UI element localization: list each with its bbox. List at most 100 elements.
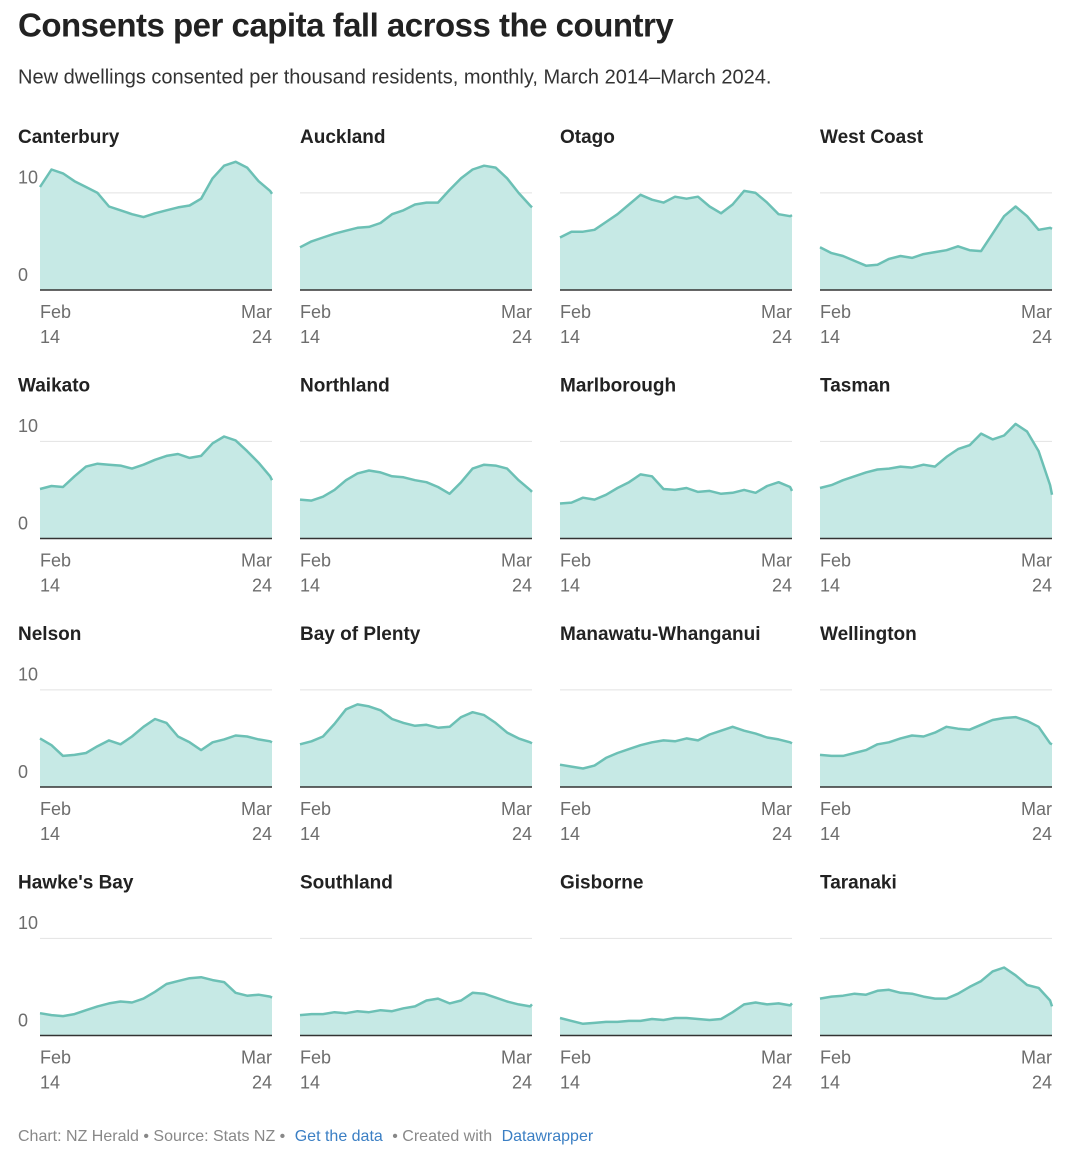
tick-line: Feb [40,799,71,819]
line [299,703,533,746]
x-tick-label: Feb 14 [40,550,71,595]
tick-line: 14 [560,824,580,844]
x-tick-label: Feb 14 [300,1047,331,1092]
tick-line: Feb [820,799,851,819]
area [40,719,272,787]
tick-line: 24 [252,327,272,347]
footer-link[interactable]: Datawrapper [502,1128,594,1145]
tick-line: Feb [300,302,331,322]
x-tick-label: Mar 24 [241,799,272,844]
footer-link[interactable]: Get the data [295,1128,383,1145]
x-tick-label: Mar 24 [501,1047,532,1092]
tick-line: Mar [241,799,272,819]
x-tick-label: Feb 14 [820,302,851,347]
x-tick-label: Feb 14 [40,1047,71,1092]
x-tick-label: Feb 14 [820,1047,851,1092]
panel-title: Tasman [820,376,890,397]
x-tick-label: Feb 14 [300,799,331,844]
tick-line: Feb [40,550,71,570]
footer: Chart: NZ Herald • Source: Stats NZ • Ge… [18,1128,594,1145]
tick-line: 14 [40,327,60,347]
tick-line: 14 [560,327,580,347]
y-tick-label: 10 [18,416,38,436]
tick-line: Feb [820,550,851,570]
line [559,473,794,505]
tick-line: Feb [560,550,591,570]
x-tick-label: Mar 24 [1021,550,1052,595]
tick-line: 24 [1032,327,1052,347]
x-tick-label: Mar 24 [1021,1047,1052,1092]
tick-line: Mar [761,550,792,570]
tick-line: 14 [820,1072,840,1092]
area [300,992,532,1036]
panel-title: Gisborne [560,873,643,894]
tick-line: Mar [1021,1047,1052,1067]
tick-line: Feb [300,1047,331,1067]
x-tick-label: Feb 14 [560,550,591,595]
area [560,474,792,539]
y-tick-label: 0 [18,1010,28,1030]
y-tick-label: 10 [18,665,38,685]
tick-line: 24 [252,575,272,595]
tick-line: Feb [300,550,331,570]
line [39,975,273,1018]
tick-line: 14 [300,824,320,844]
panel-title: Waikato [18,376,90,397]
tick-line: Feb [300,799,331,819]
x-tick-label: Feb 14 [560,302,591,347]
x-tick-label: Mar 24 [761,550,792,595]
x-tick-label: Mar 24 [241,550,272,595]
area [820,206,1052,290]
x-tick-label: Mar 24 [501,799,532,844]
tick-line: Mar [501,550,532,570]
tick-line: 14 [820,575,840,595]
tick-line: Feb [820,1047,851,1067]
tick-line: Mar [1021,799,1052,819]
tick-line: 24 [512,327,532,347]
panel-title: Bay of Plenty [300,624,421,645]
chart-subtitle: New dwellings consented per thousand res… [18,66,771,88]
panel-title: Marlborough [560,376,676,397]
x-tick-label: Feb 14 [300,302,331,347]
tick-line: 24 [772,327,792,347]
panel-title: Otago [560,127,615,148]
x-tick-label: Feb 14 [820,550,851,595]
tick-line: 24 [252,824,272,844]
tick-line: Mar [241,1047,272,1067]
area [300,704,532,787]
tick-line: 14 [300,575,320,595]
tick-line: Feb [40,302,71,322]
line [819,966,1054,1007]
y-tick-label: 0 [18,513,28,533]
tick-line: 24 [1032,575,1052,595]
tick-line: Mar [501,799,532,819]
tick-line: Mar [241,550,272,570]
footer-text: Chart: NZ Herald • Source: Stats NZ • [18,1128,285,1145]
tick-line: 14 [40,575,60,595]
x-tick-label: Mar 24 [241,302,272,347]
panel-title: Southland [300,873,393,894]
x-tick-label: Mar 24 [1021,799,1052,844]
tick-line: 24 [1032,824,1052,844]
area [820,717,1052,787]
tick-line: 24 [512,575,532,595]
tick-line: 14 [560,575,580,595]
tick-line: Feb [40,1047,71,1067]
tick-line: Feb [820,302,851,322]
chart-title: Consents per capita fall across the coun… [18,7,674,44]
area [300,464,532,539]
line [39,435,274,491]
tick-line: Mar [761,799,792,819]
tick-line: 14 [40,824,60,844]
panel-title: Taranaki [820,873,897,894]
y-tick-label: 0 [18,265,28,285]
y-tick-label: 10 [18,168,38,188]
line [559,1001,793,1026]
tick-line: 24 [252,1072,272,1092]
tick-line: 24 [772,824,792,844]
x-tick-label: Mar 24 [501,550,532,595]
area [560,726,792,787]
x-tick-label: Mar 24 [761,799,792,844]
tick-line: Mar [241,302,272,322]
x-tick-label: Feb 14 [40,799,71,844]
